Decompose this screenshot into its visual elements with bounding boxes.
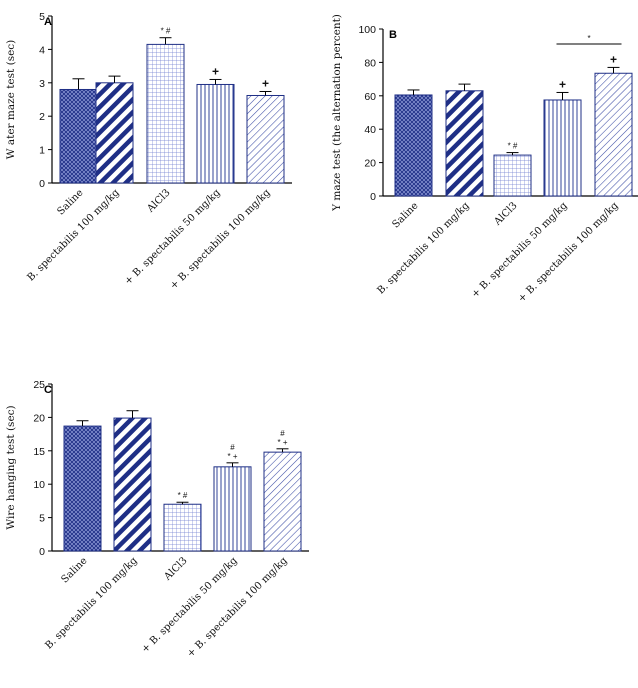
category-label: AlCl3 [145,187,173,215]
panel-label: A [44,16,52,28]
bar [113,417,152,552]
category-label: + B. spectabilis 100 mg/kg [168,187,273,292]
panel-label: B [389,29,397,41]
bar [445,90,484,197]
significance-label: * + [277,438,287,447]
category-label: Saline [56,187,86,217]
category-label: + B. spectabilis 50 mg/kg [470,200,570,300]
y-tick-label: 100 [358,24,376,36]
y-tick-label: 10 [33,479,45,491]
bar [95,82,134,184]
y-tick-label: 1 [39,145,45,157]
y-tick-label: 80 [364,57,376,69]
panel-B: 0 20 40 60 80 100 Y maze test (the alternation… [331,14,638,305]
category-label: B. spectabilis 100 mg/kg [375,200,472,297]
y-tick-label: 40 [364,124,376,136]
significance-label: + [262,76,269,90]
bar [196,83,235,184]
bar [493,154,532,197]
category-label: AlCl3 [162,555,190,583]
y-tick-label: 0 [39,178,45,190]
y-axis-title: Wire hanging test (sec) [5,405,17,529]
y-tick-label: 60 [364,91,376,103]
bracket-label: * [587,34,590,43]
y-tick-label: 20 [33,412,45,424]
category-label: AlCl3 [492,200,520,228]
category-label: + B. spectabilis 50 mg/kg [123,187,223,287]
significance-label: + [212,64,219,78]
significance-label: * # [178,491,188,500]
category-label: B. spectabilis 100 mg/kg [43,555,140,652]
significance-label: + [559,77,566,91]
y-tick-label: 15 [33,446,45,458]
bar [543,99,582,197]
bar [263,451,302,552]
significance-label: # [280,429,285,438]
bar [394,94,433,197]
y-tick-label: 4 [39,44,45,56]
bar [59,88,98,184]
category-label: + B. spectabilis 100 mg/kg [185,555,290,660]
significance-label: + [610,52,617,66]
y-tick-label: 25 [33,379,45,391]
significance-label: * # [161,27,171,36]
category-label: + B. spectabilis 50 mg/kg [140,555,240,655]
significance-label: * + [227,452,237,461]
category-label: + B. spectabilis 100 mg/kg [516,200,621,305]
y-tick-label: 5 [39,513,45,525]
bar [213,466,252,552]
bar [63,425,102,552]
y-axis-title: W ater maze test (sec) [5,40,17,160]
y-tick-label: 0 [39,546,45,558]
significance-label: # [230,443,235,452]
bar [594,72,633,197]
category-label: Saline [60,555,90,585]
bar [163,503,202,552]
category-label: Saline [391,200,421,230]
panel-label: C [44,384,52,396]
y-tick-label: 2 [39,111,45,123]
panel-C: 0 5 10 15 20 25 Wire hanging test (sec) C Saline… [5,379,309,660]
bar [146,43,185,184]
y-axis-title: Y maze test (the alternation percent) [331,14,343,212]
y-tick-label: 20 [364,158,376,170]
significance-label: * # [508,142,518,151]
y-tick-label: 3 [39,78,45,90]
y-tick-label: 5 [39,11,45,23]
y-tick-label: 0 [370,191,376,203]
bar [246,94,285,184]
